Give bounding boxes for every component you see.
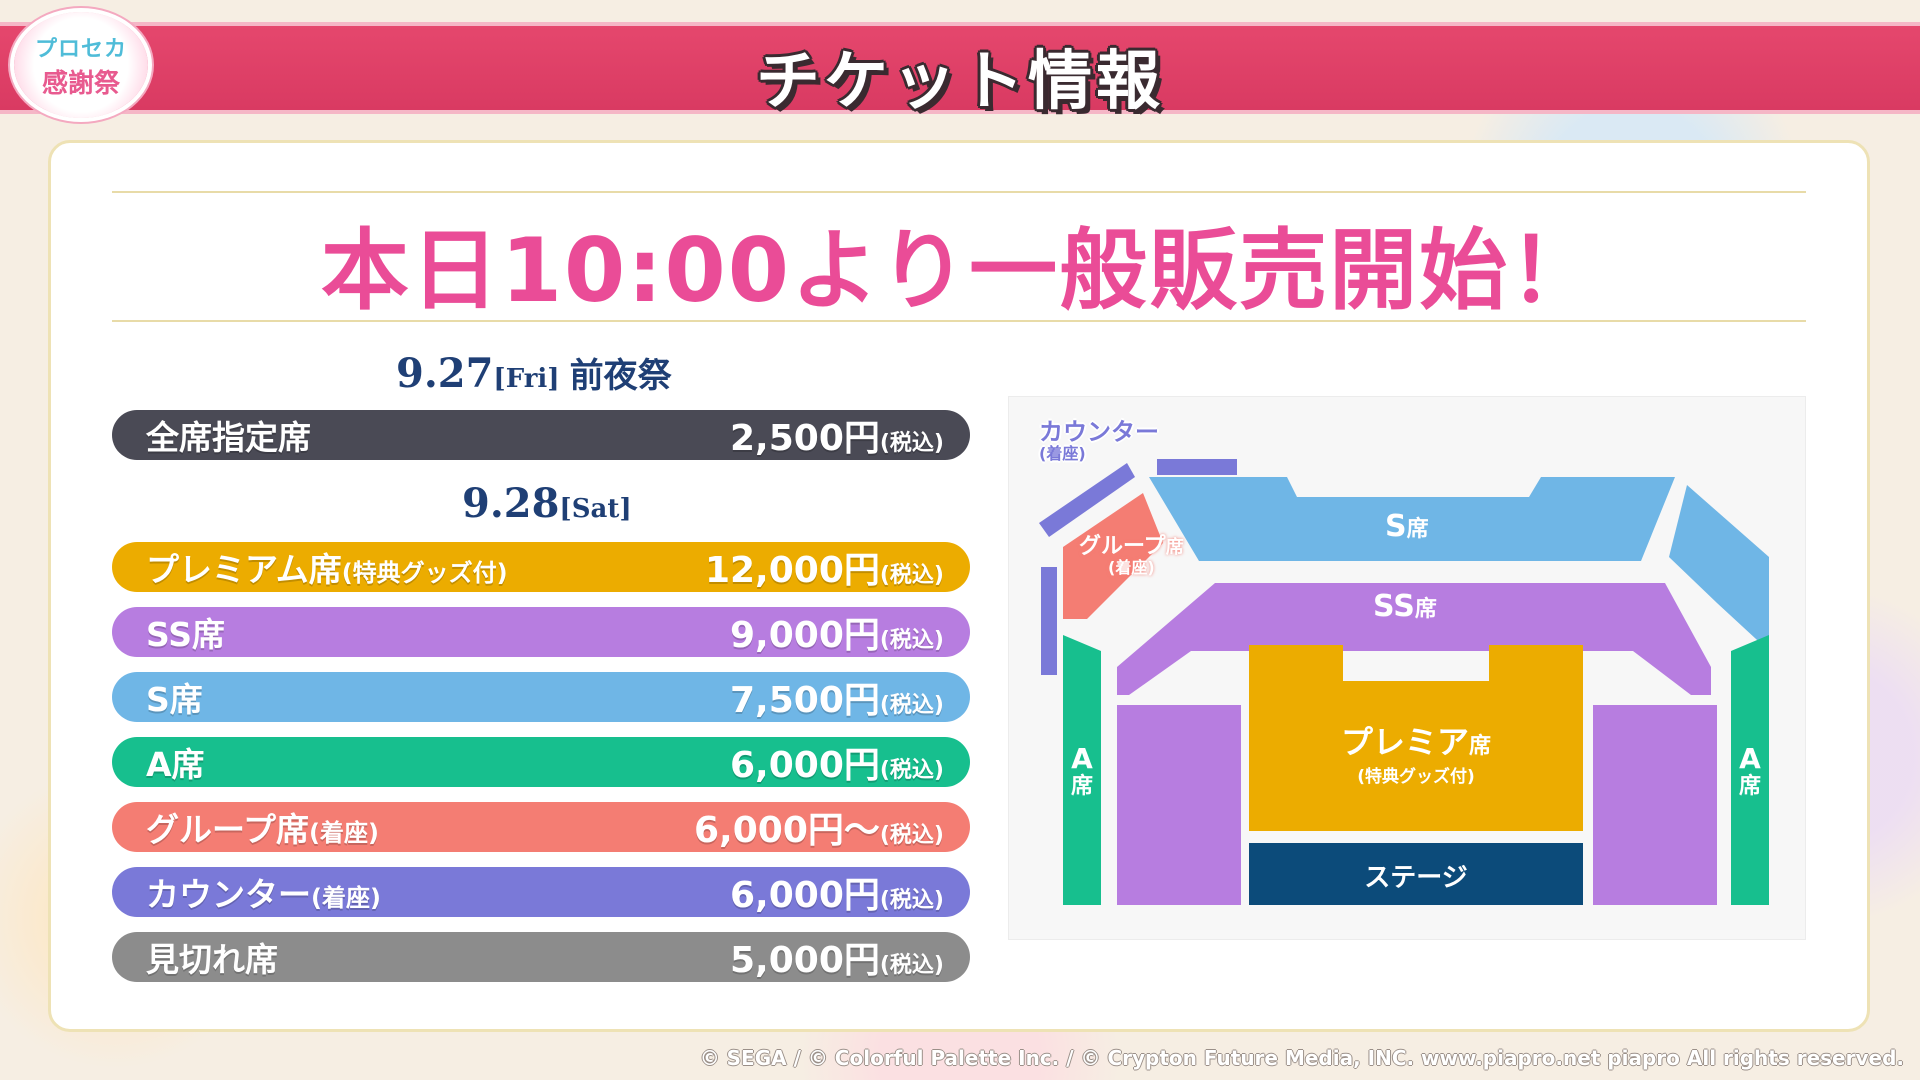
ticket-name: 全席指定席	[146, 411, 311, 459]
counter-bar-top	[1157, 459, 1237, 475]
ticket-price-value: 5,000円	[730, 940, 880, 981]
premium-label-kanji: 席	[1469, 734, 1491, 759]
day2-weekday: [Sat]	[559, 494, 631, 524]
ticket-price: 6,000円(税込)	[730, 866, 944, 918]
premium-label-name: プレミア	[1341, 723, 1469, 761]
ticket-name-main: カウンター	[146, 875, 311, 914]
ticket-row: 見切れ席 5,000円(税込)	[112, 932, 970, 982]
ticket-price-tax: (税込)	[880, 953, 944, 978]
ticket-price: 7,500円(税込)	[730, 671, 944, 723]
s-label-name: S	[1385, 509, 1407, 544]
ticket-name: プレミアム席(特典グッズ付)	[146, 543, 508, 591]
premium-label: プレミア席 (特典グッズ付)	[1249, 727, 1583, 792]
ticket-name: SS席	[146, 608, 225, 656]
headline-rule-top	[112, 191, 1806, 193]
day2-date: 9.28	[462, 480, 559, 527]
ss-seat-right-block	[1593, 705, 1717, 905]
logo-line1: プロセカ	[35, 31, 127, 63]
ss-label: SS席	[1373, 589, 1437, 624]
ticket-row: プレミアム席(特典グッズ付) 12,000円(税込)	[112, 542, 970, 592]
stage-label: ステージ	[1249, 857, 1583, 894]
ticket-row: 全席指定席 2,500円(税込)	[112, 410, 970, 460]
s-label: S席	[1385, 509, 1429, 544]
ticket-name: 見切れ席	[146, 933, 278, 981]
ticket-row: SS席 9,000円(税込)	[112, 607, 970, 657]
ticket-price-tax: (税込)	[880, 888, 944, 913]
ticket-price-value: 6,000円	[730, 875, 880, 916]
headline: 本日10:00より一般販売開始！	[0, 200, 1920, 327]
day1-heading: 9.27[Fri] 前夜祭	[396, 348, 672, 397]
ticket-price: 12,000円(税込)	[705, 541, 944, 593]
ticket-name-main: S席	[146, 680, 203, 719]
ticket-price: 2,500円(税込)	[730, 409, 944, 461]
header-band: チケット情報	[0, 22, 1920, 114]
ticket-price-value: 6,000円	[730, 745, 880, 786]
headline-rule-bottom	[112, 320, 1806, 322]
ticket-price-value: 6,000円〜	[694, 810, 880, 851]
ticket-name-main: 見切れ席	[146, 940, 278, 979]
ticket-price-value: 7,500円	[730, 680, 880, 721]
ticket-price-tax: (税込)	[880, 758, 944, 783]
group-label-sub: (着座)	[1079, 558, 1184, 578]
ticket-price-tax: (税込)	[880, 431, 944, 456]
logo-line2: 感謝祭	[42, 63, 120, 100]
ticket-name-sub: (着座)	[309, 819, 379, 847]
ticket-price: 6,000円(税込)	[730, 736, 944, 788]
day1-event: 前夜祭	[570, 356, 672, 396]
ticket-name-main: グループ席	[146, 810, 309, 849]
ss-seat-left-block	[1117, 705, 1241, 905]
page-title: チケット情報	[0, 30, 1920, 122]
a-right-label: A 席	[1731, 745, 1769, 801]
counter-label: カウンター (着座)	[1039, 421, 1159, 465]
ticket-name: カウンター(着座)	[146, 868, 381, 916]
ss-label-name: SS	[1373, 589, 1415, 624]
premium-label-sub: (特典グッズ付)	[1249, 762, 1583, 792]
ticket-row: グループ席(着座) 6,000円〜(税込)	[112, 802, 970, 852]
ticket-row: A席 6,000円(税込)	[112, 737, 970, 787]
group-label-name: グループ	[1079, 534, 1166, 559]
ticket-name-sub: (着座)	[311, 884, 381, 912]
ticket-price-value: 9,000円	[730, 615, 880, 656]
ss-label-kanji: 席	[1415, 597, 1437, 622]
ticket-name-main: 全席指定席	[146, 418, 311, 457]
a-right-label-name: A	[1731, 745, 1769, 773]
ticket-price-tax: (税込)	[880, 628, 944, 653]
ticket-price: 9,000円(税込)	[730, 606, 944, 658]
ticket-row: S席 7,500円(税込)	[112, 672, 970, 722]
counter-bar-left	[1041, 567, 1057, 675]
ticket-name: A席	[146, 738, 205, 786]
a-right-label-kanji: 席	[1731, 773, 1769, 801]
ticket-name-main: SS席	[146, 615, 225, 654]
ticket-name-sub: (特典グッズ付)	[342, 559, 508, 587]
counter-label-name: カウンター	[1039, 421, 1159, 443]
counter-label-sub: (着座)	[1039, 443, 1159, 465]
seat-map: カウンター (着座) グループ席 (着座) S席 SS席 プレミア席 (特典グッ…	[1008, 396, 1806, 940]
group-label: グループ席 (着座)	[1079, 537, 1184, 578]
ticket-name-main: プレミアム席	[146, 550, 342, 589]
day1-weekday: [Fri]	[493, 364, 559, 394]
ticket-name-main: A席	[146, 745, 205, 784]
ticket-price: 5,000円(税込)	[730, 931, 944, 983]
a-left-label-name: A	[1063, 745, 1101, 773]
ticket-price: 6,000円〜(税込)	[694, 801, 944, 853]
group-label-kanji: 席	[1166, 537, 1184, 558]
a-left-label-kanji: 席	[1063, 773, 1101, 801]
ticket-price-tax: (税込)	[880, 563, 944, 588]
ticket-price-tax: (税込)	[880, 823, 944, 848]
ticket-name: S席	[146, 673, 203, 721]
ticket-price-tax: (税込)	[880, 693, 944, 718]
ticket-price-value: 12,000円	[705, 550, 880, 591]
ticket-row: カウンター(着座) 6,000円(税込)	[112, 867, 970, 917]
day2-heading: 9.28[Sat]	[462, 480, 632, 527]
s-label-kanji: 席	[1407, 517, 1429, 542]
ticket-price-value: 2,500円	[730, 418, 880, 459]
event-logo: プロセカ 感謝祭	[14, 12, 148, 118]
ticket-name: グループ席(着座)	[146, 803, 379, 851]
a-left-label: A 席	[1063, 745, 1101, 801]
copyright-notice: © SEGA / © Colorful Palette Inc. / © Cry…	[700, 1046, 1904, 1070]
day1-date: 9.27	[396, 350, 493, 397]
